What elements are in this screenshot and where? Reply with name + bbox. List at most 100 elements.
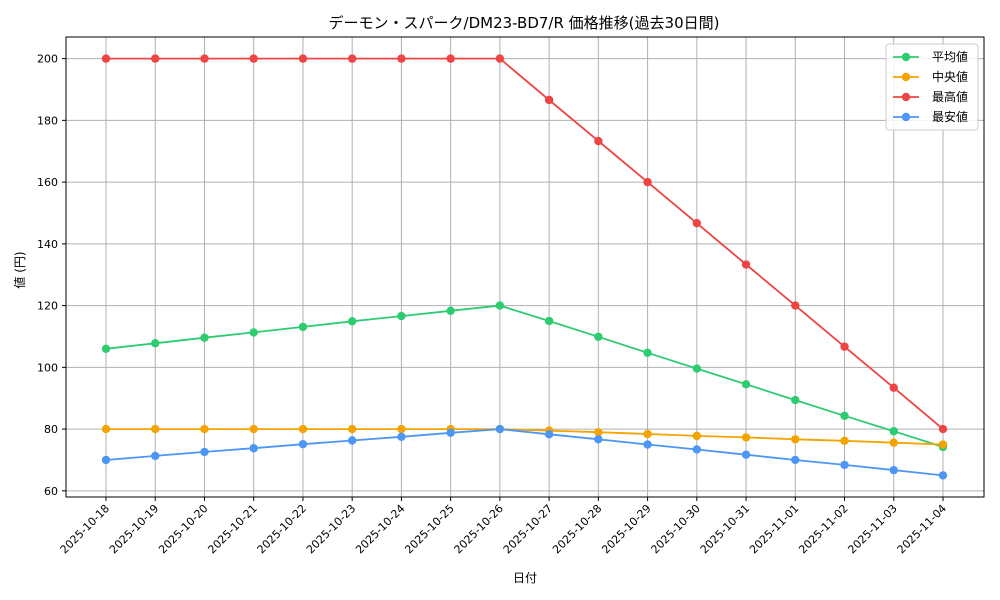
data-point [544, 95, 554, 105]
x-tick-label: 2025-10-22 [255, 502, 309, 556]
legend-item: 平均値 [893, 49, 968, 64]
data-point [692, 364, 702, 373]
data-point [446, 54, 455, 63]
y-tick-label: 180 [37, 114, 58, 127]
data-point [397, 432, 406, 441]
data-point [741, 260, 751, 269]
data-point [741, 433, 751, 442]
data-point [594, 427, 603, 437]
series-1 [101, 424, 948, 449]
data-point [741, 450, 751, 459]
series-layer [101, 54, 948, 480]
legend-swatch-marker [901, 72, 911, 82]
data-point [938, 440, 948, 449]
data-point [151, 54, 160, 63]
x-tick-label: 2025-10-24 [353, 502, 407, 556]
x-tick-label: 2025-11-02 [796, 502, 850, 556]
data-point [791, 435, 800, 444]
plot-frame [65, 36, 985, 498]
x-tick-label: 2025-11-04 [895, 502, 949, 556]
x-tick-label: 2025-10-20 [156, 502, 210, 556]
series-3 [101, 424, 948, 480]
legend-label: 最安値 [932, 109, 968, 124]
data-point [446, 428, 455, 437]
y-tick-label: 140 [37, 238, 58, 251]
data-point [249, 424, 258, 434]
data-point [692, 445, 702, 454]
data-point [938, 424, 948, 434]
data-point [840, 436, 849, 446]
data-point [544, 316, 554, 326]
data-point [889, 427, 898, 436]
y-tick-label: 120 [37, 300, 58, 313]
y-tick-label: 100 [37, 361, 58, 374]
data-point [347, 424, 357, 434]
data-point [840, 460, 849, 470]
data-point [397, 424, 406, 434]
data-point [446, 306, 455, 316]
x-tick-label: 2025-10-31 [698, 502, 752, 556]
legend-item: 中央値 [893, 69, 968, 84]
data-point [692, 431, 702, 441]
data-point [840, 411, 849, 421]
data-point [347, 54, 357, 63]
x-tick-label: 2025-10-21 [205, 502, 259, 556]
x-tick-label: 2025-10-25 [402, 502, 456, 556]
data-point [889, 438, 898, 447]
series-line [105, 304, 944, 448]
x-tick-label: 2025-10-26 [452, 502, 506, 556]
data-point [200, 424, 209, 434]
data-point [594, 136, 603, 146]
data-point [643, 348, 652, 358]
x-tick-label: 2025-10-30 [649, 502, 703, 556]
data-point [889, 383, 898, 392]
x-tick-label: 2025-10-23 [304, 502, 358, 556]
data-point [249, 328, 258, 337]
data-point [298, 54, 308, 63]
data-point [692, 218, 702, 228]
data-point [151, 424, 160, 434]
data-point [741, 380, 751, 389]
data-point [200, 333, 209, 342]
y-tick-label: 80 [44, 423, 58, 436]
legend-label: 中央値 [932, 69, 968, 84]
data-point [249, 444, 258, 453]
data-point [298, 322, 308, 332]
data-point [495, 301, 505, 310]
data-point [101, 54, 111, 63]
x-tick-label: 2025-11-01 [747, 502, 801, 556]
x-tick-label: 2025-10-19 [107, 502, 161, 556]
x-axis: 2025-10-182025-10-192025-10-202025-10-21… [58, 497, 949, 556]
data-point [200, 447, 209, 457]
y-tick-label: 60 [44, 485, 58, 498]
data-point [495, 424, 505, 434]
data-point [298, 424, 308, 434]
data-point [101, 455, 111, 465]
data-point [397, 54, 406, 63]
series-line [106, 57, 944, 430]
data-point [249, 54, 258, 63]
x-tick-label: 2025-10-29 [599, 502, 653, 556]
data-point [544, 430, 554, 439]
data-point [791, 301, 800, 310]
data-point [643, 177, 652, 187]
x-tick-label: 2025-10-18 [58, 502, 112, 556]
chart-title: デーモン・スパーク/DM23-BD7/R 価格推移(過去30日間) [329, 14, 720, 32]
x-axis-label: 日付 [513, 571, 537, 585]
legend-item: 最安値 [893, 109, 968, 124]
data-point [791, 455, 800, 465]
data-point [151, 451, 160, 461]
x-tick-label: 2025-10-27 [501, 502, 555, 556]
y-axis-label: 値 (円) [12, 251, 27, 288]
data-point [347, 317, 357, 326]
data-point [495, 54, 505, 63]
data-point [643, 429, 652, 439]
data-point [101, 424, 111, 434]
legend-item: 最高値 [893, 89, 968, 104]
data-point [791, 395, 800, 405]
series-line [106, 428, 944, 446]
grid [66, 37, 984, 497]
y-tick-label: 200 [37, 53, 58, 66]
legend-box [885, 43, 979, 131]
